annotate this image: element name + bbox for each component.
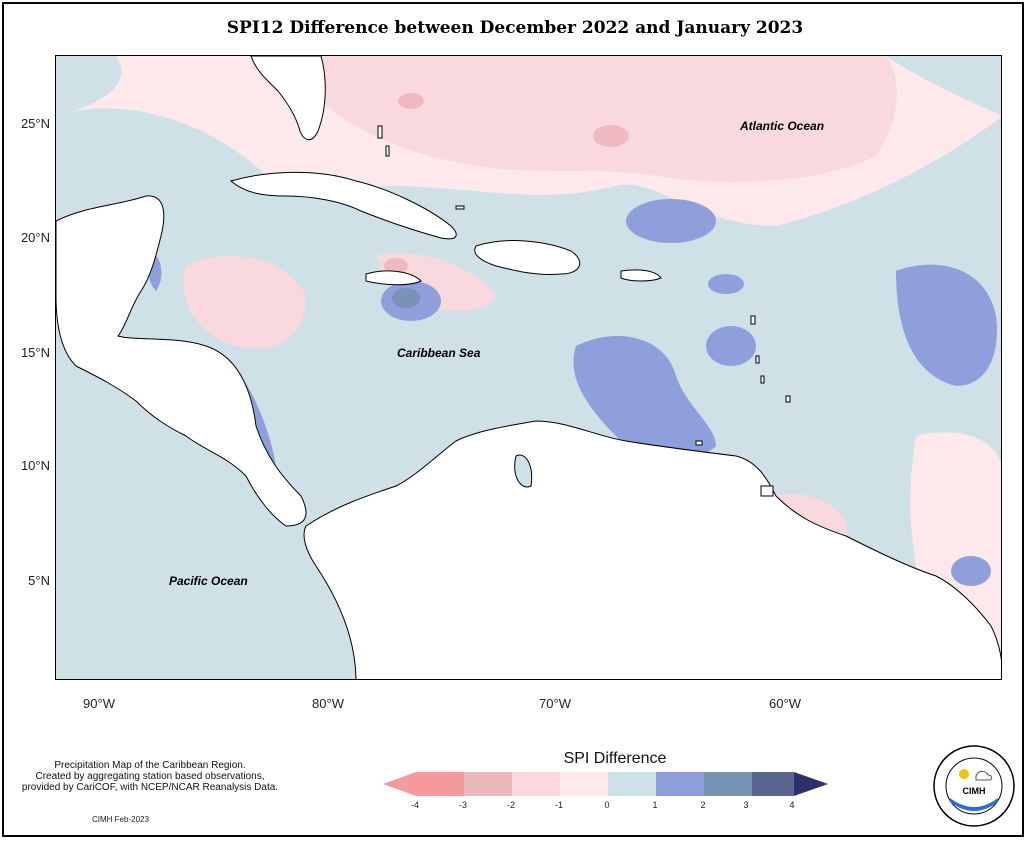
legend-tick-minus1: -1 (554, 800, 563, 810)
legend-bin-6 (656, 772, 704, 796)
x-tick-90w: 90°W (83, 696, 115, 711)
y-tick-5n: 5°N (28, 573, 50, 588)
y-tick-25n: 25°N (20, 116, 50, 131)
x-tick-80w: 80°W (312, 696, 344, 711)
x-tick-70w: 70°W (539, 696, 571, 711)
legend-bin-4 (560, 772, 608, 796)
field-red-spots (384, 93, 629, 274)
waves-icon (950, 798, 998, 811)
color-legend (383, 772, 828, 796)
y-tick-20n: 20°N (20, 230, 50, 245)
legend-bin-3 (512, 772, 560, 796)
legend-tick-4: 4 (789, 800, 795, 810)
logo-text: CIMH (963, 786, 986, 796)
legend-bin-7 (704, 772, 752, 796)
cloud-icon (975, 770, 993, 781)
field-dark-blue (392, 288, 420, 308)
map-panel[interactable] (55, 55, 1002, 680)
legend-bin-1 (416, 772, 464, 796)
x-tick-60w: 60°W (769, 696, 801, 711)
field-pink (183, 56, 1001, 679)
sun-icon (959, 769, 969, 779)
legend-tick-minus3: -3 (458, 800, 467, 810)
note-line-2: Created by aggregating station based obs… (35, 771, 265, 782)
map-title: SPI12 Difference between December 2022 a… (226, 18, 804, 38)
legend-bin-5 (608, 772, 656, 796)
legend-tick-minus2: -2 (506, 800, 515, 810)
land-outline (56, 56, 1001, 679)
note-line-1: Precipitation Map of the Caribbean Regio… (54, 760, 246, 771)
label-atlantic-ocean: Atlantic Ocean (740, 119, 825, 133)
legend-bin-2 (464, 772, 512, 796)
y-tick-10n: 10°N (20, 458, 50, 473)
legend-tick-3: 3 (743, 800, 749, 810)
legend-arrow-right (794, 772, 828, 796)
legend-arrow-left (383, 772, 416, 796)
cimh-logo: CIMH (933, 745, 1015, 827)
legend-tick-minus4: -4 (410, 800, 419, 810)
label-caribbean-sea: Caribbean Sea (397, 346, 481, 360)
note-line-3: provided by CariCOF, with NCEP/NCAR Rean… (21, 782, 279, 793)
legend-title: SPI Difference (563, 750, 667, 767)
map-canvas (56, 56, 1001, 679)
legend-tick-0: 0 (604, 800, 610, 810)
credit-text: CIMH Feb-2023 (92, 815, 149, 824)
y-tick-15n: 15°N (20, 345, 50, 360)
legend-tick-1: 1 (652, 800, 658, 810)
map-description: Precipitation Map of the Caribbean Regio… (0, 760, 300, 793)
label-pacific-ocean: Pacific Ocean (169, 574, 248, 588)
legend-tick-2: 2 (700, 800, 706, 810)
legend-bin-8 (752, 772, 794, 796)
